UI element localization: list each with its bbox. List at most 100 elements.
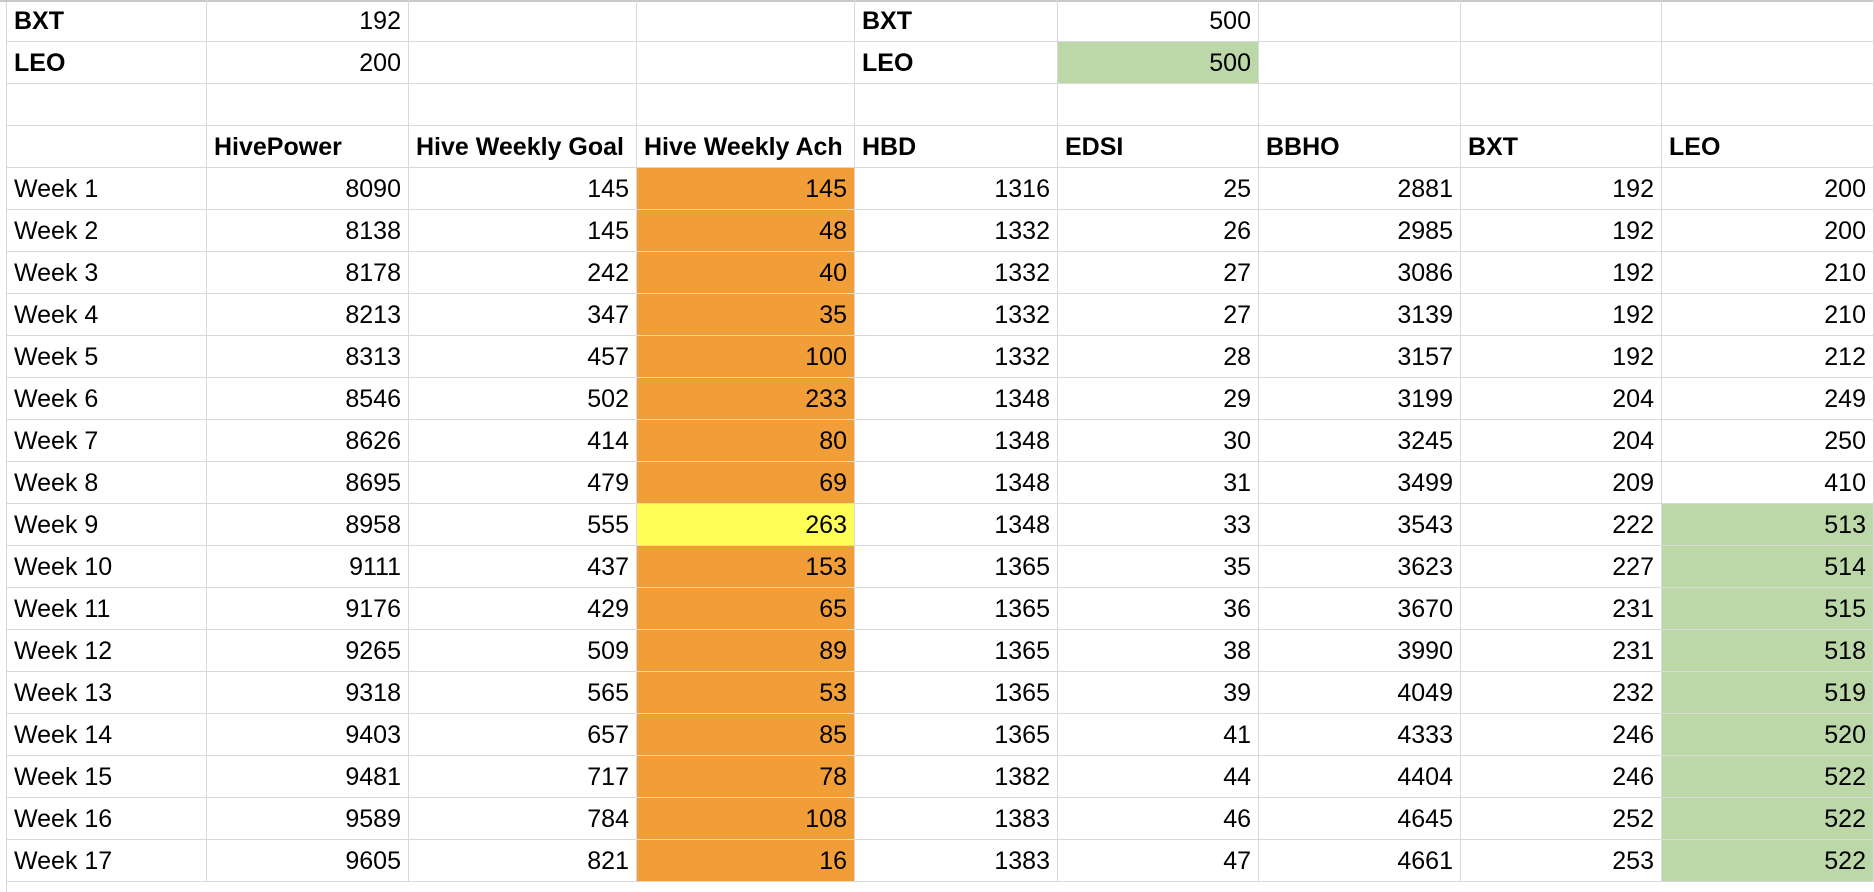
target-label[interactable]: LEO bbox=[855, 42, 1058, 84]
hivepower-value[interactable]: 9176 bbox=[207, 588, 409, 630]
weekly-ach-value[interactable]: 40 bbox=[637, 252, 855, 294]
week-label[interactable]: Week 15 bbox=[7, 756, 207, 798]
bxt-value[interactable]: 246 bbox=[1461, 756, 1662, 798]
hivepower-value[interactable]: 9318 bbox=[207, 672, 409, 714]
hivepower-value[interactable]: 9605 bbox=[207, 840, 409, 882]
weekly-goal-value[interactable]: 821 bbox=[409, 840, 637, 882]
weekly-goal-value[interactable]: 555 bbox=[409, 504, 637, 546]
week-label[interactable]: Week 14 bbox=[7, 714, 207, 756]
bbho-value[interactable]: 3139 bbox=[1259, 294, 1461, 336]
hivepower-value[interactable]: 9589 bbox=[207, 798, 409, 840]
hivepower-value[interactable]: 9111 bbox=[207, 546, 409, 588]
hivepower-value[interactable]: 8546 bbox=[207, 378, 409, 420]
weekly-goal-value[interactable]: 717 bbox=[409, 756, 637, 798]
weekly-goal-value[interactable]: 145 bbox=[409, 168, 637, 210]
edsi-value[interactable]: 27 bbox=[1058, 294, 1259, 336]
hbd-value[interactable]: 1348 bbox=[855, 504, 1058, 546]
empty-cell[interactable] bbox=[1259, 0, 1461, 42]
edsi-value[interactable]: 38 bbox=[1058, 630, 1259, 672]
weekly-goal-value[interactable]: 479 bbox=[409, 462, 637, 504]
weekly-ach-value[interactable]: 48 bbox=[637, 210, 855, 252]
week-label[interactable]: Week 16 bbox=[7, 798, 207, 840]
hbd-value[interactable]: 1382 bbox=[855, 756, 1058, 798]
hbd-value[interactable]: 1316 bbox=[855, 168, 1058, 210]
leo-value[interactable]: 522 bbox=[1662, 798, 1874, 840]
week-label[interactable]: Week 8 bbox=[7, 462, 207, 504]
bxt-value[interactable]: 246 bbox=[1461, 714, 1662, 756]
target-label[interactable]: BXT bbox=[855, 0, 1058, 42]
weekly-goal-value[interactable]: 347 bbox=[409, 294, 637, 336]
bbho-value[interactable]: 2985 bbox=[1259, 210, 1461, 252]
hivepower-value[interactable]: 8695 bbox=[207, 462, 409, 504]
hbd-value[interactable]: 1365 bbox=[855, 630, 1058, 672]
edsi-value[interactable]: 44 bbox=[1058, 756, 1259, 798]
bxt-value[interactable]: 204 bbox=[1461, 420, 1662, 462]
bbho-value[interactable]: 4333 bbox=[1259, 714, 1461, 756]
bbho-value[interactable]: 4645 bbox=[1259, 798, 1461, 840]
edsi-value[interactable]: 28 bbox=[1058, 336, 1259, 378]
empty-cell[interactable] bbox=[7, 84, 207, 126]
bxt-value[interactable]: 227 bbox=[1461, 546, 1662, 588]
leo-value[interactable]: 522 bbox=[1662, 756, 1874, 798]
hbd-value[interactable]: 1348 bbox=[855, 378, 1058, 420]
hivepower-value[interactable]: 8178 bbox=[207, 252, 409, 294]
leo-value[interactable]: 513 bbox=[1662, 504, 1874, 546]
hivepower-value[interactable]: 9265 bbox=[207, 630, 409, 672]
week-label[interactable]: Week 4 bbox=[7, 294, 207, 336]
week-label[interactable]: Week 13 bbox=[7, 672, 207, 714]
hbd-value[interactable]: 1332 bbox=[855, 336, 1058, 378]
hbd-value[interactable]: 1348 bbox=[855, 420, 1058, 462]
edsi-value[interactable]: 25 bbox=[1058, 168, 1259, 210]
weekly-goal-value[interactable]: 509 bbox=[409, 630, 637, 672]
bxt-value[interactable]: 253 bbox=[1461, 840, 1662, 882]
edsi-value[interactable]: 35 bbox=[1058, 546, 1259, 588]
bbho-value[interactable]: 3499 bbox=[1259, 462, 1461, 504]
empty-cell[interactable] bbox=[1461, 0, 1662, 42]
summary-value[interactable]: 192 bbox=[207, 0, 409, 42]
header-edsi[interactable]: EDSI bbox=[1058, 126, 1259, 168]
bbho-value[interactable]: 2881 bbox=[1259, 168, 1461, 210]
weekly-goal-value[interactable]: 145 bbox=[409, 210, 637, 252]
hivepower-value[interactable]: 8313 bbox=[207, 336, 409, 378]
leo-value[interactable]: 520 bbox=[1662, 714, 1874, 756]
empty-cell[interactable] bbox=[1662, 42, 1874, 84]
hbd-value[interactable]: 1348 bbox=[855, 462, 1058, 504]
hbd-value[interactable]: 1332 bbox=[855, 252, 1058, 294]
bxt-value[interactable]: 232 bbox=[1461, 672, 1662, 714]
leo-value[interactable]: 515 bbox=[1662, 588, 1874, 630]
empty-cell[interactable] bbox=[409, 84, 637, 126]
edsi-value[interactable]: 39 bbox=[1058, 672, 1259, 714]
bxt-value[interactable]: 252 bbox=[1461, 798, 1662, 840]
bbho-value[interactable]: 3245 bbox=[1259, 420, 1461, 462]
leo-value[interactable]: 250 bbox=[1662, 420, 1874, 462]
hivepower-value[interactable]: 8138 bbox=[207, 210, 409, 252]
hivepower-value[interactable]: 8213 bbox=[207, 294, 409, 336]
empty-cell[interactable] bbox=[1662, 0, 1874, 42]
bbho-value[interactable]: 4049 bbox=[1259, 672, 1461, 714]
weekly-ach-value[interactable]: 145 bbox=[637, 168, 855, 210]
bbho-value[interactable]: 3990 bbox=[1259, 630, 1461, 672]
header-hbd[interactable]: HBD bbox=[855, 126, 1058, 168]
summary-value[interactable]: 200 bbox=[207, 42, 409, 84]
weekly-ach-value[interactable]: 153 bbox=[637, 546, 855, 588]
leo-value[interactable]: 514 bbox=[1662, 546, 1874, 588]
bbho-value[interactable]: 3086 bbox=[1259, 252, 1461, 294]
bxt-value[interactable]: 231 bbox=[1461, 588, 1662, 630]
week-label[interactable]: Week 9 bbox=[7, 504, 207, 546]
bbho-value[interactable]: 3157 bbox=[1259, 336, 1461, 378]
bxt-value[interactable]: 204 bbox=[1461, 378, 1662, 420]
weekly-ach-value[interactable]: 263 bbox=[637, 504, 855, 546]
edsi-value[interactable]: 36 bbox=[1058, 588, 1259, 630]
edsi-value[interactable]: 29 bbox=[1058, 378, 1259, 420]
hivepower-value[interactable]: 8958 bbox=[207, 504, 409, 546]
weekly-goal-value[interactable]: 414 bbox=[409, 420, 637, 462]
hbd-value[interactable]: 1383 bbox=[855, 798, 1058, 840]
leo-value[interactable]: 519 bbox=[1662, 672, 1874, 714]
empty-cell[interactable] bbox=[207, 84, 409, 126]
empty-cell[interactable] bbox=[1662, 84, 1874, 126]
empty-cell[interactable] bbox=[1259, 84, 1461, 126]
bbho-value[interactable]: 4404 bbox=[1259, 756, 1461, 798]
empty-cell[interactable] bbox=[637, 84, 855, 126]
bxt-value[interactable]: 231 bbox=[1461, 630, 1662, 672]
weekly-goal-value[interactable]: 457 bbox=[409, 336, 637, 378]
